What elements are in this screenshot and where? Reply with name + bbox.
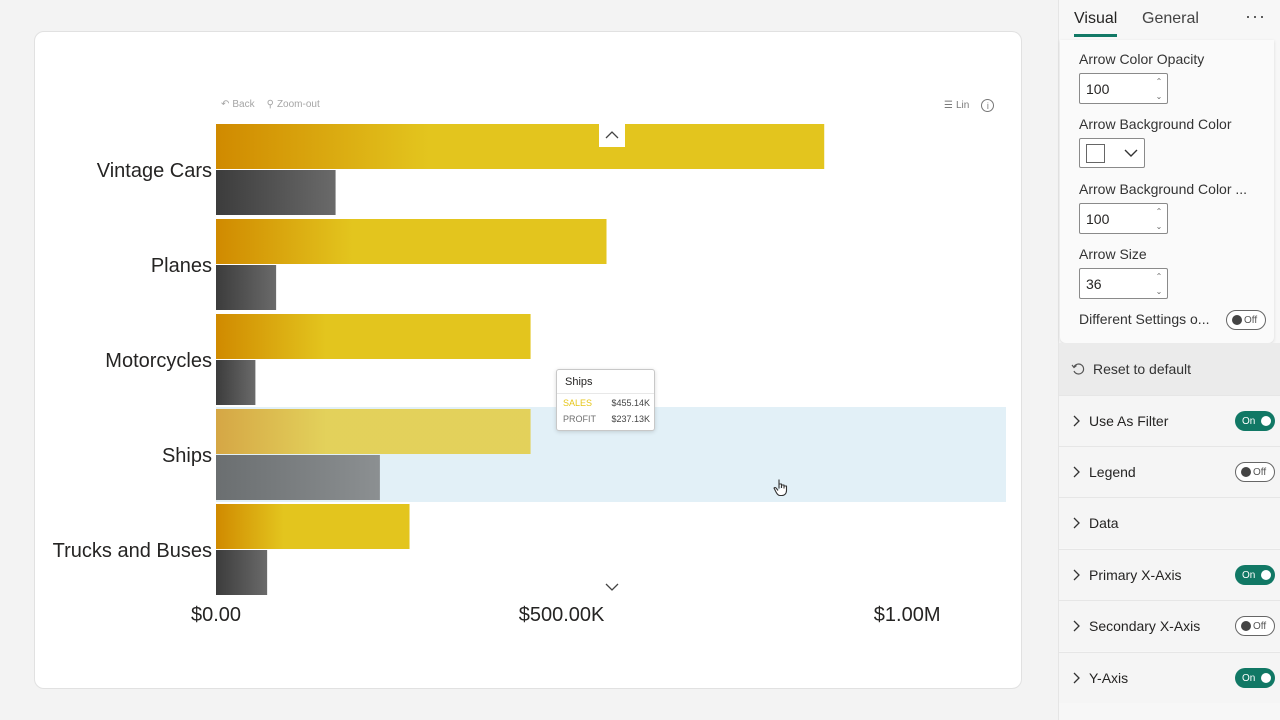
stepper-arrows-icon[interactable]: ⌃ ⌄ (1155, 207, 1163, 231)
x-tick-label: $500.00K (519, 604, 605, 626)
bar-profit-motorcycles[interactable] (216, 360, 256, 405)
section-legend[interactable]: Legend Off (1059, 446, 1280, 497)
different-settings-label: Different Settings o... (1079, 311, 1210, 327)
y-axis-toggle[interactable]: On (1235, 668, 1275, 688)
secondary-x-axis-toggle[interactable]: Off (1235, 616, 1275, 636)
y-tick-label: Motorcycles (105, 350, 212, 372)
zoom-out-button[interactable]: ⚲ Zoom-out (266, 99, 320, 110)
arrow-bg-color-opacity-label: Arrow Background Color ... (1079, 181, 1248, 197)
hand-cursor-icon (773, 479, 788, 497)
arrow-bg-color-label: Arrow Background Color (1079, 116, 1232, 132)
scroll-up-arrow-button[interactable] (599, 123, 625, 147)
bar-profit-ships[interactable] (216, 455, 380, 500)
toggle-knob (1232, 315, 1242, 325)
arrow-size-input[interactable]: 36 ⌃ ⌄ (1079, 268, 1168, 299)
bar-sales-planes[interactable] (216, 219, 607, 264)
stepper-arrows-icon[interactable]: ⌃ ⌄ (1155, 77, 1163, 101)
chevron-down-icon (1124, 149, 1138, 157)
x-tick-label: $0.00 (191, 604, 241, 626)
section-primary-x-axis[interactable]: Primary X-Axis On (1059, 549, 1280, 600)
bar-profit-planes[interactable] (216, 265, 277, 310)
y-tick-label: Planes (151, 255, 212, 277)
tooltip-profit-label: PROFIT (563, 414, 596, 424)
section-use-as-filter[interactable]: Use As Filter On (1059, 395, 1280, 446)
section-secondary-x-axis[interactable]: Secondary X-Axis Off (1059, 600, 1280, 651)
different-settings-toggle[interactable]: Off (1226, 310, 1266, 330)
bar-sales-ships[interactable] (216, 409, 531, 454)
legend-toggle[interactable]: Off (1235, 462, 1275, 482)
primary-x-axis-toggle[interactable]: On (1235, 565, 1275, 585)
arrow-bg-color-opacity-input[interactable]: 100 ⌃ ⌄ (1079, 203, 1168, 234)
y-tick-label: Ships (162, 445, 212, 467)
bar-sales-vintage-cars[interactable] (216, 124, 825, 169)
arrow-color-opacity-input[interactable]: 100 ⌃ ⌄ (1079, 73, 1168, 104)
back-arrow-icon: ↶ (221, 99, 230, 110)
chevron-up-icon (605, 131, 619, 139)
tab-visual[interactable]: Visual (1074, 0, 1118, 37)
bar-chart: Vintage Cars Planes Motorcycles Ships Trucks… (53, 124, 1006, 626)
chevron-right-icon (1073, 466, 1080, 478)
tooltip-row-sales: SALES $455.14K (557, 394, 654, 410)
pane-tabs: Visual General ··· (1059, 0, 1280, 40)
reset-icon (1071, 363, 1085, 375)
color-swatch (1086, 144, 1105, 163)
chevron-down-icon (605, 583, 619, 591)
reset-to-default-button[interactable]: Reset to default (1059, 343, 1280, 395)
arrow-color-opacity-label: Arrow Color Opacity (1079, 51, 1205, 67)
tooltip-title: Ships (557, 370, 654, 394)
arrow-bg-color-picker[interactable] (1079, 138, 1145, 168)
tooltip-profit-value: $237.13K (611, 414, 650, 424)
back-button[interactable]: ↶ Back (221, 99, 255, 110)
more-options-icon[interactable]: ··· (1245, 6, 1266, 26)
chevron-right-icon (1073, 672, 1080, 684)
bar-sales-trucks-and-buses[interactable] (216, 504, 410, 549)
x-tick-label: $1.00M (874, 604, 941, 626)
scroll-down-arrow-button[interactable] (602, 578, 622, 596)
bar-profit-vintage-cars[interactable] (216, 170, 336, 215)
chevron-right-icon (1073, 569, 1080, 581)
tooltip-row-profit: PROFIT $237.13K (557, 410, 654, 426)
section-y-axis[interactable]: Y-Axis On (1059, 652, 1280, 703)
info-icon[interactable]: i (981, 99, 995, 112)
use-as-filter-toggle[interactable]: On (1235, 411, 1275, 431)
visual-toolbar-right: ☰ Lin i (944, 99, 995, 112)
y-tick-label: Trucks and Buses (53, 540, 212, 562)
chart-tooltip: Ships SALES $455.14K PROFIT $237.13K (556, 369, 655, 431)
format-pane: Visual General ··· Arrow Color Opacity 1… (1058, 0, 1280, 720)
stepper-arrows-icon[interactable]: ⌃ ⌄ (1155, 272, 1163, 296)
bar-sales-motorcycles[interactable] (216, 314, 531, 359)
visual-toolbar-left: ↶ Back ⚲ Zoom-out (221, 99, 320, 110)
chevron-right-icon (1073, 415, 1080, 427)
arrow-settings-card: Arrow Color Opacity 100 ⌃ ⌄ Arrow Backgro… (1060, 40, 1274, 343)
list-icon: ☰ (944, 100, 953, 111)
y-tick-label: Vintage Cars (97, 160, 212, 182)
bar-profit-trucks-and-buses[interactable] (216, 550, 268, 595)
tooltip-sales-value: $455.14K (611, 398, 650, 408)
zoom-out-icon: ⚲ (266, 99, 274, 110)
tooltip-sales-label: SALES (563, 398, 593, 408)
section-data[interactable]: Data (1059, 497, 1280, 548)
chevron-right-icon (1073, 620, 1080, 632)
chevron-right-icon (1073, 517, 1080, 529)
tab-general[interactable]: General (1142, 10, 1199, 27)
lin-button[interactable]: ☰ Lin (944, 100, 970, 111)
arrow-size-label: Arrow Size (1079, 246, 1147, 262)
